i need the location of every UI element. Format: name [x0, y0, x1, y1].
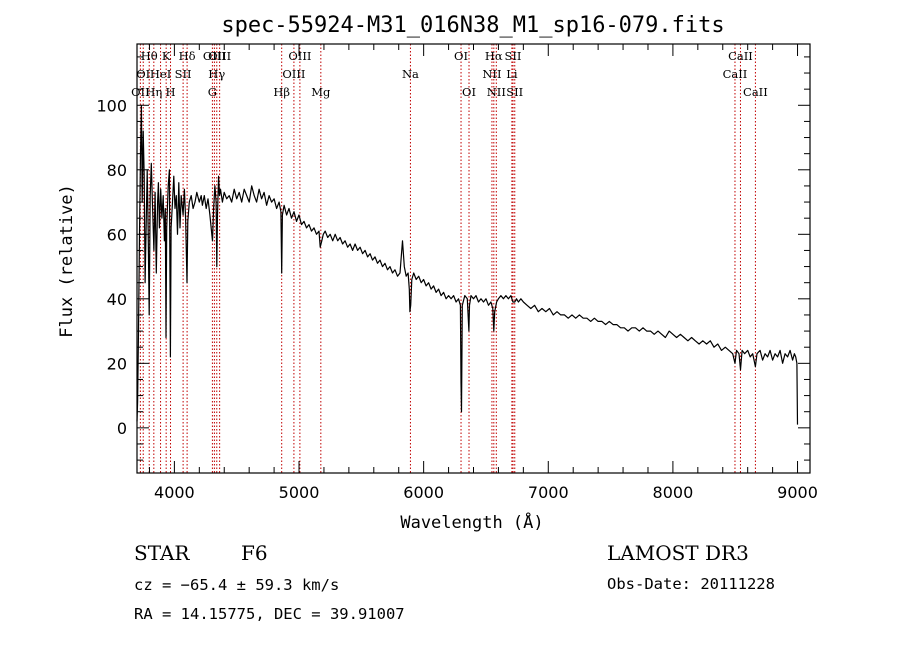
x-tick-label: 5000	[279, 483, 320, 502]
spectral-line-label-0: OII	[131, 85, 150, 99]
x-tick-label: 7000	[528, 483, 569, 502]
y-tick-label: 60	[107, 225, 127, 244]
sky-coordinates: RA = 14.15775, DEC = 39.91007	[134, 605, 405, 623]
spectral-line-label-18: OI	[454, 49, 468, 63]
spectral-line-label-10: OIII	[203, 49, 226, 63]
spectral-line-label-12: OIII	[208, 49, 231, 63]
spectral-line-markers	[139, 44, 756, 473]
x-tick-label: 8000	[653, 483, 694, 502]
x-tick-label: 9000	[777, 483, 818, 502]
spectral-line-label-1: Hθ	[141, 49, 158, 63]
spectral-line-label-16: Mg	[311, 85, 331, 99]
spectral-line-label-8: Hδ	[179, 49, 196, 63]
spectral-line-label-9: G	[208, 85, 217, 99]
spectral-line-label-21: Hα	[485, 49, 503, 63]
x-tick-label: 4000	[154, 483, 195, 502]
spectral-line-label-17: Na	[402, 67, 419, 81]
spectral-line-label-3: Hη	[145, 85, 162, 99]
y-axis-label: Flux (relative)	[57, 184, 77, 338]
spectral-line-label-5: K	[162, 49, 171, 63]
axes	[136, 43, 811, 474]
spectral-line-label-14: OIII	[282, 67, 305, 81]
object-subclass: F6	[241, 541, 268, 565]
y-tick-label: 40	[107, 290, 127, 309]
spectral-line-label-7: SII	[175, 67, 192, 81]
spectral-line-label-20: NII	[482, 67, 501, 81]
survey-name: LAMOST DR3	[607, 541, 749, 565]
spectrum-series	[136, 104, 799, 425]
spectral-line-label-24: Li	[506, 67, 518, 81]
y-tick-label: 20	[107, 354, 127, 373]
x-axis-label: Wavelength (Å)	[400, 511, 543, 533]
series-line-spectrum	[136, 104, 799, 425]
spectral-line-label-4: HeI	[150, 67, 171, 81]
y-tick-label: 0	[117, 419, 127, 438]
spectral-line-label-22: NII	[487, 85, 506, 99]
plot-frame	[136, 43, 811, 474]
chart-title: spec-55924-M31_016N38_M1_sp16-079.fits	[221, 13, 724, 38]
spectral-line-label-15: OIII	[288, 49, 311, 63]
x-tick-label: 6000	[403, 483, 444, 502]
spectral-line-label-25: SII	[506, 85, 523, 99]
spectral-line-label-28: CaII	[743, 85, 768, 99]
spectral-line-label-2: OI	[136, 67, 150, 81]
spectral-line-label-23: SII	[505, 49, 522, 63]
axis-ticks: 4000 5000 6000 7000 8000 9000 0 20 40 60 80 100	[96, 44, 818, 502]
spectral-line-label-6: H	[166, 85, 176, 99]
spectral-line-label-27: CaII	[728, 49, 753, 63]
redshift-velocity: cz = −65.4 ± 59.3 km/s	[134, 576, 339, 594]
spectral-line-label-11: Hγ	[208, 67, 225, 81]
observation-date: Obs-Date: 20111228	[607, 575, 775, 593]
y-tick-label: 80	[107, 161, 127, 180]
object-class: STAR	[134, 541, 190, 565]
spectral-line-label-13: Hβ	[273, 85, 290, 99]
spectral-line-label-26: CaII	[723, 67, 748, 81]
spectral-line-labels: OIIHθOIHηHeIKHSIIHδGOIIIHγOIIIHβOIIIOIII…	[131, 49, 768, 99]
y-tick-label: 100	[96, 96, 127, 115]
spectral-line-label-19: OI	[462, 85, 476, 99]
